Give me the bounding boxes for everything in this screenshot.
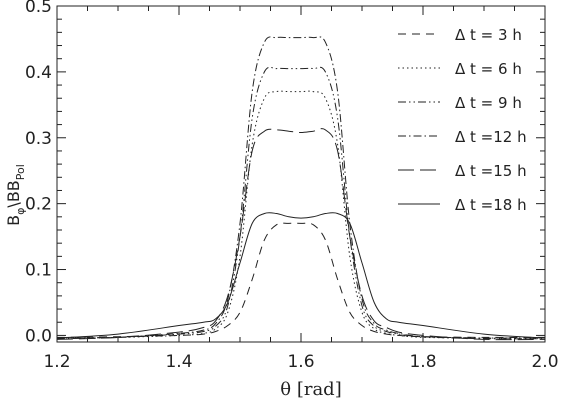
y-axis-title-sub-pol: Pol	[14, 164, 27, 180]
x-axis: 1.2 1.4 1.6 1.8 2.0	[43, 6, 559, 372]
x-tick-label: 1.2	[43, 352, 70, 372]
series-line-3	[56, 66, 546, 339]
y-axis-title-sub-phi: φ	[14, 208, 27, 215]
series-lines	[56, 36, 546, 341]
legend-label-1: Δ t = 3 h	[455, 26, 522, 44]
x-tick-label: 1.8	[409, 352, 436, 372]
legend-label-3: Δ t = 9 h	[455, 94, 522, 112]
x-tick-label: 1.4	[165, 352, 192, 372]
y-axis-title-sep: \B	[4, 191, 23, 207]
y-axis-title-main: B	[4, 215, 23, 226]
legend: Δ t = 3 h Δ t = 6 h Δ t = 9 h Δ t =12 h Δ t …	[398, 26, 527, 214]
y-tick-label: 0.0	[25, 326, 52, 346]
series-line-1	[56, 222, 546, 338]
y-axis-title-main-2: B	[4, 180, 23, 191]
y-tick-label: 0.5	[25, 0, 52, 17]
x-axis-title: θ [rad]	[280, 379, 341, 400]
y-tick-label: 0.1	[25, 261, 52, 281]
y-axis-title: Bφ\BBPol	[4, 164, 27, 226]
y-tick-label: 0.3	[25, 129, 52, 149]
series-line-4	[56, 36, 546, 340]
series-line-2	[56, 90, 546, 339]
x-tick-label: 2.0	[531, 352, 558, 372]
y-tick-label: 0.2	[25, 195, 52, 215]
legend-label-6: Δ t =18 h	[455, 196, 527, 214]
y-tick-label: 0.4	[25, 63, 52, 83]
series-line-5	[56, 128, 546, 341]
y-axis: 0.0 0.1 0.2 0.3 0.4 0.5	[25, 0, 545, 346]
x-tick-label: 1.6	[287, 352, 314, 372]
legend-label-5: Δ t =15 h	[455, 162, 527, 180]
series-line-6	[56, 212, 546, 339]
legend-label-2: Δ t = 6 h	[455, 60, 522, 78]
svg-text:Bφ\BBPol: Bφ\BBPol	[4, 164, 27, 226]
legend-label-4: Δ t =12 h	[455, 128, 527, 146]
